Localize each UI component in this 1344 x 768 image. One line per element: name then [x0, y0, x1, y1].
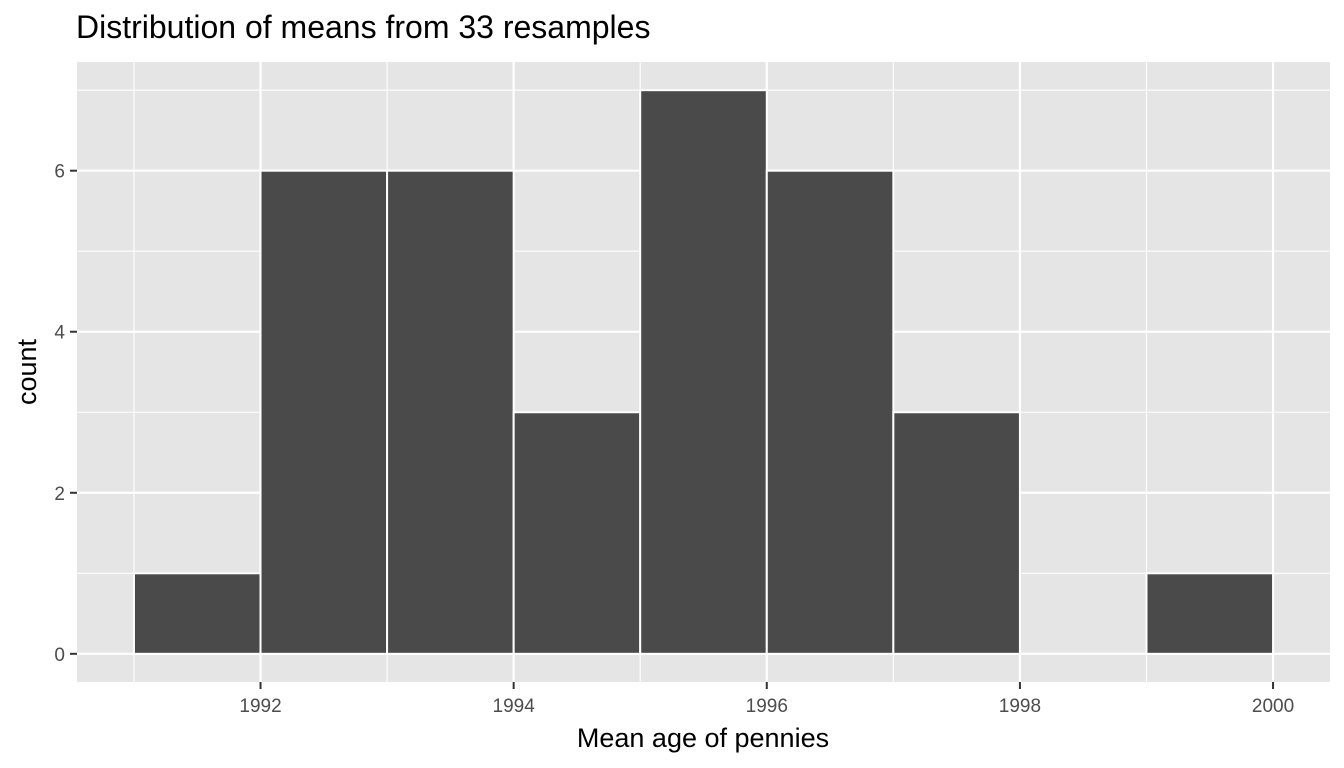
- histogram-bar-3: [512, 411, 642, 655]
- y-tick-label: 0: [54, 645, 65, 666]
- chart-title: Distribution of means from 33 resamples: [76, 9, 650, 45]
- y-tick-label: 6: [54, 162, 65, 183]
- y-tick-label: 2: [54, 484, 65, 505]
- x-tick-label: 1994: [493, 696, 536, 717]
- histogram-bar-2: [386, 169, 515, 655]
- x-tick-label: 2000: [1252, 696, 1294, 717]
- histogram-bar-8: [1145, 572, 1275, 655]
- histogram-bar-6: [892, 411, 1021, 655]
- x-tick-label: 1998: [999, 696, 1041, 717]
- y-axis-title: count: [12, 338, 42, 405]
- x-tick-label: 1996: [746, 696, 788, 717]
- x-axis-title: Mean age of pennies: [577, 723, 829, 753]
- histogram-bar-4: [639, 89, 768, 655]
- x-axis-ticks: 1992 1994 1996 1998 2000: [239, 682, 1294, 717]
- y-axis-ticks: 0 2 4 6: [54, 162, 77, 666]
- histogram-bar-1: [259, 169, 389, 655]
- y-tick-label: 4: [54, 323, 65, 344]
- histogram-bar-0: [132, 572, 262, 655]
- histogram-bars: [132, 89, 1275, 655]
- histogram-bar-5: [765, 169, 895, 655]
- x-tick-label: 1992: [239, 696, 281, 717]
